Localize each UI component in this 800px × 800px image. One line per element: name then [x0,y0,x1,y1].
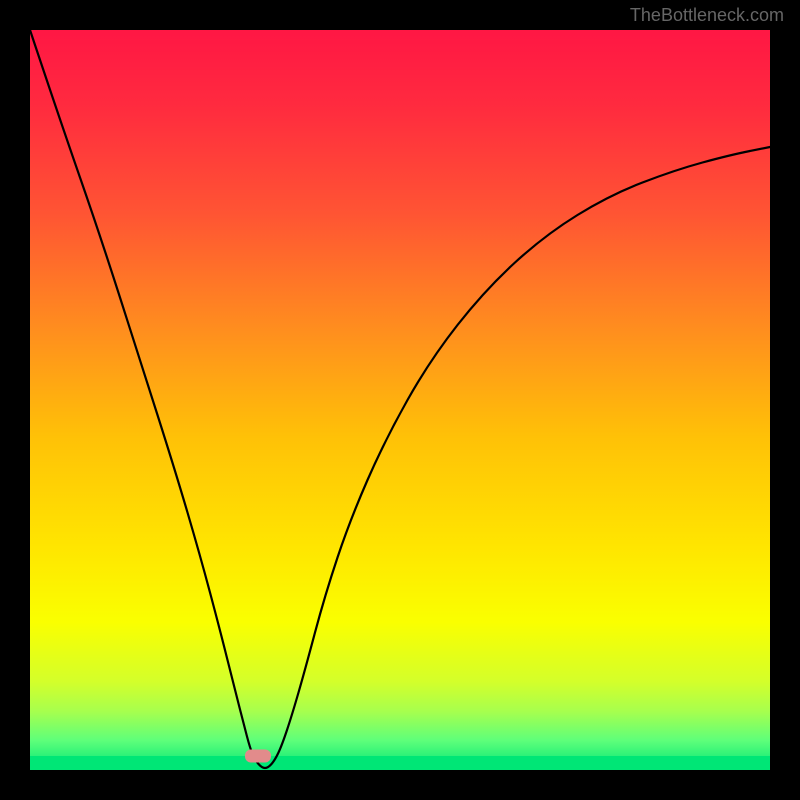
watermark-text: TheBottleneck.com [630,5,784,26]
bottleneck-chart [0,0,800,800]
chart-container: TheBottleneck.com [0,0,800,800]
plot-background [30,30,770,770]
floor-band [30,756,770,770]
optimum-marker [245,750,271,763]
